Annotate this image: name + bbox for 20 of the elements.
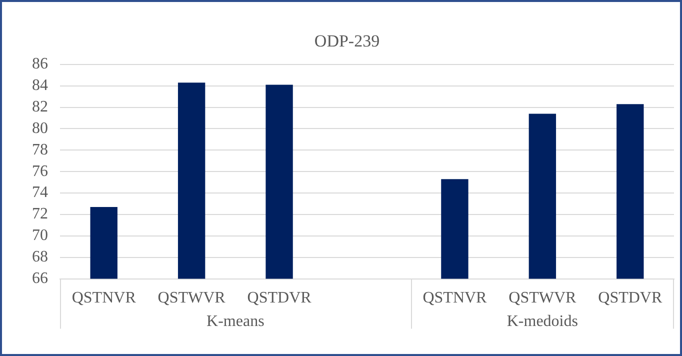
x-tick-label: QSTWVR xyxy=(158,290,226,307)
text: K-medoids xyxy=(506,313,578,330)
y-tick-label: 70 xyxy=(32,227,48,244)
y-tick-label: 86 xyxy=(32,56,48,73)
x-tick-label: QSTNVR xyxy=(72,290,136,307)
y-tick-label: 66 xyxy=(32,270,48,288)
y-tick-label: 74 xyxy=(32,184,48,202)
y-tick-label: 84 xyxy=(32,77,48,94)
x-tick-label: QSTNVR xyxy=(422,290,488,307)
x-tick-label: QSTWVR xyxy=(508,290,577,307)
y-tick-label: 82 xyxy=(32,98,48,116)
y-tick-label: 68 xyxy=(32,248,48,266)
y-tick-label: 76 xyxy=(32,162,48,180)
y-tick-label: 72 xyxy=(32,206,48,223)
text: K-means xyxy=(206,313,264,330)
chart-title: ODP-239 xyxy=(314,32,380,51)
x-tick-label: QSTDVR xyxy=(598,290,662,307)
y-tick-label: 80 xyxy=(32,120,48,137)
x-tick-label: QSTDVR xyxy=(247,290,312,307)
y-tick-label: 78 xyxy=(32,141,48,158)
